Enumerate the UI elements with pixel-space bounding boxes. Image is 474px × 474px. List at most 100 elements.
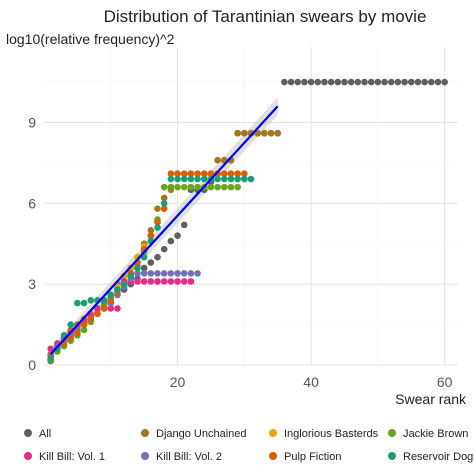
data-point bbox=[174, 183, 181, 191]
trend-line-group bbox=[49, 105, 279, 355]
data-point bbox=[427, 78, 435, 86]
data-point bbox=[407, 78, 415, 86]
trend-line bbox=[49, 105, 279, 355]
data-point bbox=[227, 183, 235, 191]
data-point bbox=[167, 183, 175, 191]
data-point bbox=[241, 170, 248, 177]
x-tick-label: 40 bbox=[303, 374, 319, 390]
data-point bbox=[180, 278, 188, 285]
data-point bbox=[80, 326, 88, 334]
data-point bbox=[334, 78, 342, 86]
data-point bbox=[100, 305, 108, 312]
data-point bbox=[174, 175, 181, 183]
data-point bbox=[180, 170, 188, 177]
data-point bbox=[114, 286, 121, 293]
data-point bbox=[281, 78, 288, 86]
data-point bbox=[220, 175, 228, 183]
data-point bbox=[361, 78, 368, 86]
data-point bbox=[174, 278, 181, 285]
data-point bbox=[200, 170, 208, 177]
data-point bbox=[227, 170, 235, 177]
data-point bbox=[74, 299, 81, 307]
data-point bbox=[234, 170, 241, 177]
data-point bbox=[160, 245, 168, 253]
data-point bbox=[287, 78, 295, 86]
data-point bbox=[194, 183, 201, 191]
data-point bbox=[321, 78, 328, 86]
data-point bbox=[381, 78, 388, 86]
data-point bbox=[180, 175, 188, 183]
data-point bbox=[140, 270, 148, 277]
data-point bbox=[74, 329, 81, 336]
data-point bbox=[47, 354, 54, 362]
data-point bbox=[87, 315, 95, 323]
data-point bbox=[167, 270, 175, 277]
data-point bbox=[160, 270, 168, 277]
legend-label-pulp-fiction: Pulp Fiction bbox=[284, 451, 341, 463]
data-point bbox=[354, 78, 362, 86]
data-point bbox=[147, 226, 155, 234]
data-point bbox=[234, 183, 241, 191]
data-point bbox=[80, 321, 88, 328]
x-tick-label: 60 bbox=[437, 374, 453, 390]
data-point bbox=[160, 278, 168, 285]
data-point bbox=[214, 175, 221, 183]
data-point bbox=[261, 129, 268, 137]
legend-label-reservoir-dogs: Reservoir Dogs bbox=[403, 451, 474, 463]
data-point bbox=[160, 194, 168, 202]
panel-background bbox=[44, 47, 458, 365]
data-point bbox=[140, 278, 148, 285]
data-point bbox=[107, 305, 115, 312]
y-tick-label: 3 bbox=[28, 276, 36, 292]
data-point bbox=[327, 78, 335, 86]
data-point bbox=[107, 297, 115, 304]
data-point bbox=[107, 291, 115, 299]
legend-key-pulp-fiction bbox=[269, 452, 277, 460]
data-point bbox=[174, 232, 181, 239]
data-point bbox=[414, 78, 422, 86]
data-point bbox=[241, 175, 248, 183]
data-point bbox=[341, 78, 348, 86]
data-point bbox=[200, 175, 208, 183]
data-point bbox=[220, 170, 228, 177]
data-point bbox=[187, 183, 195, 191]
x-tick-label: 20 bbox=[170, 374, 186, 390]
data-point bbox=[174, 270, 181, 277]
data-point bbox=[267, 129, 275, 137]
data-point bbox=[187, 175, 195, 183]
data-point bbox=[160, 200, 168, 207]
data-point bbox=[134, 264, 141, 272]
legend-key-jackie-brown bbox=[388, 429, 396, 437]
data-point bbox=[207, 170, 215, 177]
legend-key-reservoir-dogs bbox=[388, 452, 396, 460]
data-point bbox=[234, 129, 241, 137]
legend-key-django-unchained bbox=[141, 429, 149, 437]
data-point bbox=[274, 129, 282, 137]
legend-key-all bbox=[24, 429, 32, 437]
data-point bbox=[80, 299, 88, 307]
data-point bbox=[227, 175, 235, 183]
y-tick-label: 0 bbox=[28, 357, 36, 373]
legend-key-kill-bill-vol-2 bbox=[141, 452, 149, 460]
data-point bbox=[247, 175, 255, 183]
y-tick-label: 9 bbox=[28, 114, 36, 130]
data-point bbox=[194, 170, 201, 177]
data-point bbox=[307, 78, 315, 86]
data-point bbox=[47, 345, 54, 353]
data-point bbox=[207, 183, 215, 191]
legend-label-kill-bill-vol-2: Kill Bill: Vol. 2 bbox=[156, 451, 222, 463]
data-point bbox=[114, 305, 121, 312]
data-point bbox=[120, 280, 128, 288]
data-point bbox=[147, 270, 155, 277]
data-point bbox=[160, 183, 168, 191]
legend-key-inglorious-basterds bbox=[269, 429, 277, 437]
legend-label-all: All bbox=[39, 428, 51, 440]
data-point bbox=[301, 78, 308, 86]
x-axis-ticks: 20 40 60 bbox=[170, 374, 453, 390]
y-axis-ticks: 0 3 6 9 bbox=[28, 114, 36, 373]
chart-title: Distribution of Tarantinian swears by mo… bbox=[104, 7, 427, 26]
data-point bbox=[214, 183, 221, 191]
data-point bbox=[374, 78, 382, 86]
data-point bbox=[434, 78, 442, 86]
